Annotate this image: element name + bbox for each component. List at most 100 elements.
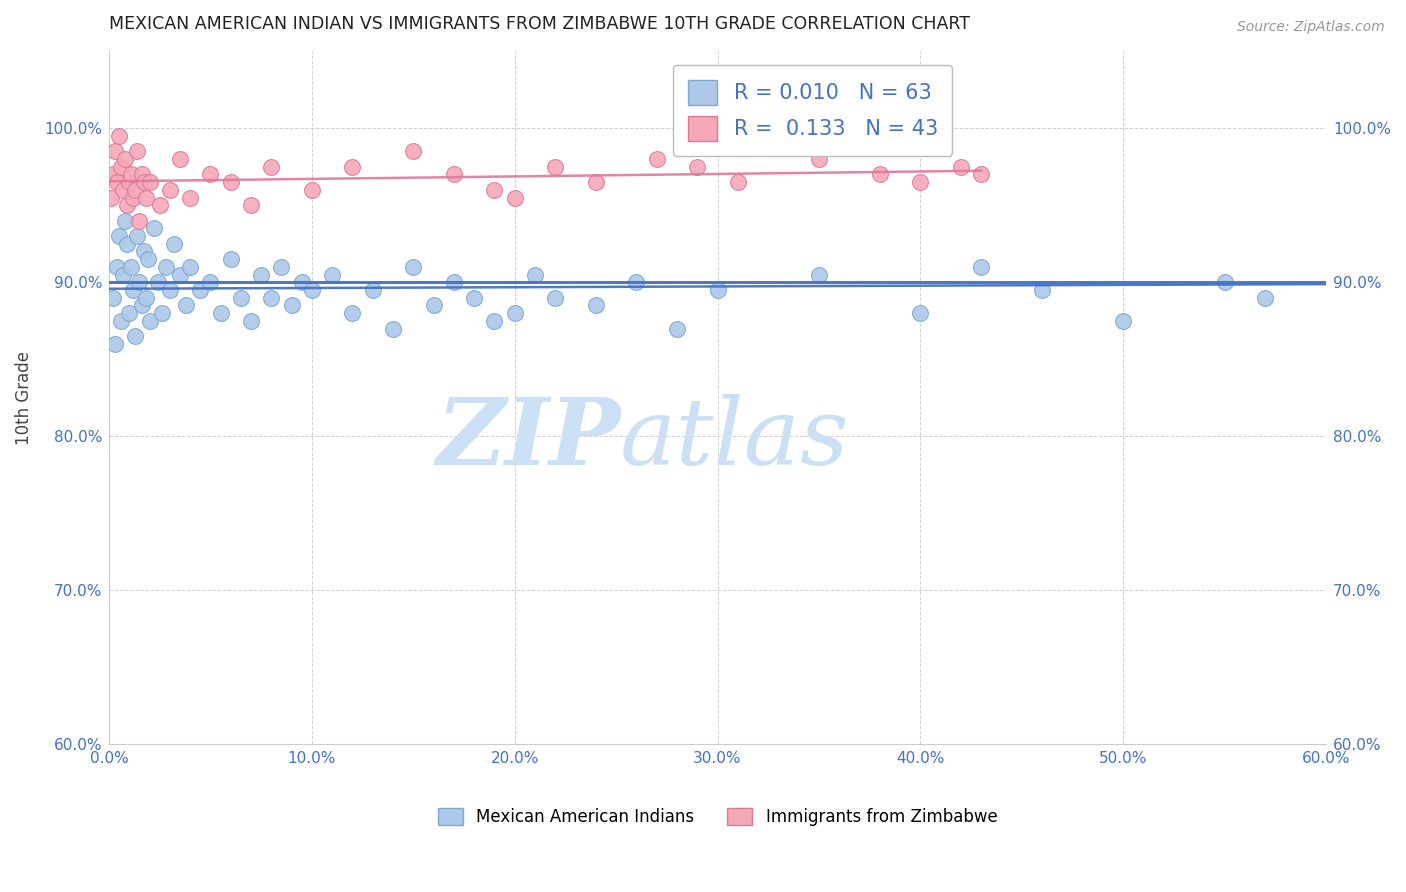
Point [104,337,127,351]
Point [301,283,323,297]
Point [1031,283,1053,297]
Point [686,160,709,174]
Point [361,283,384,297]
Point [114,213,136,227]
Point [200,168,222,182]
Point [135,291,157,305]
Point [132,244,155,259]
Point [135,191,157,205]
Point [174,298,197,312]
Point [188,283,211,297]
Point [128,275,150,289]
Point [169,268,191,282]
Point [110,314,132,328]
Point [122,283,145,297]
Point [402,145,425,159]
Point [127,145,149,159]
Point [484,314,506,328]
Point [910,175,932,189]
Point [219,252,242,267]
Point [463,291,485,305]
Point [101,291,124,305]
Point [291,275,314,289]
Text: MEXICAN AMERICAN INDIAN VS IMMIGRANTS FROM ZIMBABWE 10TH GRADE CORRELATION CHART: MEXICAN AMERICAN INDIAN VS IMMIGRANTS FR… [110,15,970,33]
Point [1112,314,1135,328]
Point [149,198,172,212]
Y-axis label: 10th Grade: 10th Grade [15,351,32,445]
Point [240,198,263,212]
Point [209,306,232,320]
Legend: Mexican American Indians, Immigrants from Zimbabwe: Mexican American Indians, Immigrants fro… [432,801,1004,833]
Point [104,145,127,159]
Point [229,291,252,305]
Point [1254,291,1277,305]
Point [869,168,891,182]
Point [142,221,165,235]
Point [280,298,302,312]
Point [503,306,526,320]
Point [949,160,972,174]
Point [179,191,201,205]
Point [105,260,128,274]
Point [132,175,155,189]
Point [138,175,160,189]
Point [544,160,567,174]
Point [131,298,153,312]
Point [970,260,993,274]
Point [443,275,465,289]
Point [155,260,177,274]
Point [665,321,688,335]
Point [585,175,607,189]
Point [260,160,283,174]
Point [645,152,668,166]
Point [105,175,128,189]
Point [422,298,444,312]
Point [301,183,323,197]
Point [118,175,141,189]
Point [163,236,186,251]
Point [112,268,135,282]
Point [118,306,141,320]
Point [270,260,292,274]
Point [120,168,142,182]
Point [382,321,405,335]
Point [503,191,526,205]
Text: atlas: atlas [620,394,849,484]
Point [122,191,145,205]
Point [146,275,169,289]
Point [150,306,173,320]
Point [124,329,146,343]
Point [120,260,142,274]
Point [200,275,222,289]
Point [100,191,122,205]
Point [524,268,547,282]
Point [131,168,153,182]
Point [128,213,150,227]
Point [402,260,425,274]
Point [970,168,993,182]
Text: ZIP: ZIP [436,394,620,484]
Point [159,183,181,197]
Point [117,198,139,212]
Point [260,291,283,305]
Point [169,152,191,166]
Point [101,168,124,182]
Point [136,252,159,267]
Point [807,152,830,166]
Point [807,268,830,282]
Point [179,260,201,274]
Point [1213,275,1236,289]
Point [727,175,749,189]
Point [626,275,648,289]
Point [117,236,139,251]
Point [443,168,465,182]
Point [138,314,160,328]
Point [250,268,273,282]
Text: Source: ZipAtlas.com: Source: ZipAtlas.com [1237,20,1385,34]
Point [240,314,263,328]
Point [127,229,149,244]
Point [114,152,136,166]
Point [108,229,131,244]
Point [124,183,146,197]
Point [112,183,135,197]
